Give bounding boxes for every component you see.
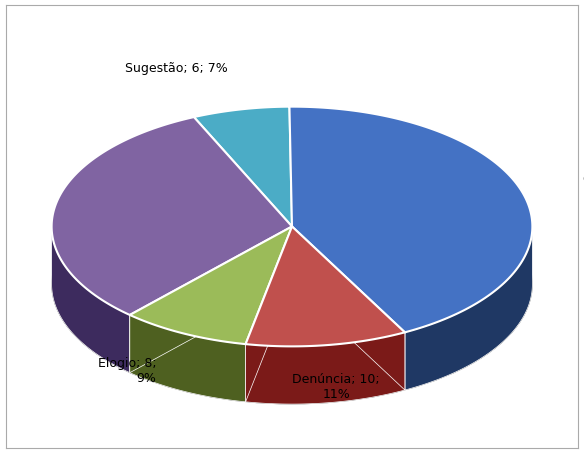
- Polygon shape: [246, 226, 405, 347]
- Polygon shape: [130, 226, 292, 373]
- Polygon shape: [290, 106, 533, 333]
- Text: Sugestão; 6; 7%: Sugestão; 6; 7%: [125, 62, 228, 75]
- Polygon shape: [292, 226, 405, 390]
- Polygon shape: [246, 226, 292, 402]
- Polygon shape: [405, 226, 533, 390]
- Polygon shape: [51, 117, 292, 315]
- Polygon shape: [194, 106, 292, 226]
- Text: Denúncia; 10;
11%: Denúncia; 10; 11%: [292, 372, 380, 400]
- Polygon shape: [246, 226, 292, 402]
- Polygon shape: [130, 226, 292, 344]
- Polygon shape: [246, 333, 405, 404]
- Polygon shape: [51, 226, 130, 373]
- Polygon shape: [292, 226, 405, 390]
- Polygon shape: [130, 226, 292, 373]
- Polygon shape: [130, 315, 246, 402]
- Ellipse shape: [51, 164, 533, 404]
- Text: Consulta; 39;
42%: Consulta; 39; 42%: [583, 173, 584, 201]
- Text: Elogio; 8;
9%: Elogio; 8; 9%: [98, 357, 157, 385]
